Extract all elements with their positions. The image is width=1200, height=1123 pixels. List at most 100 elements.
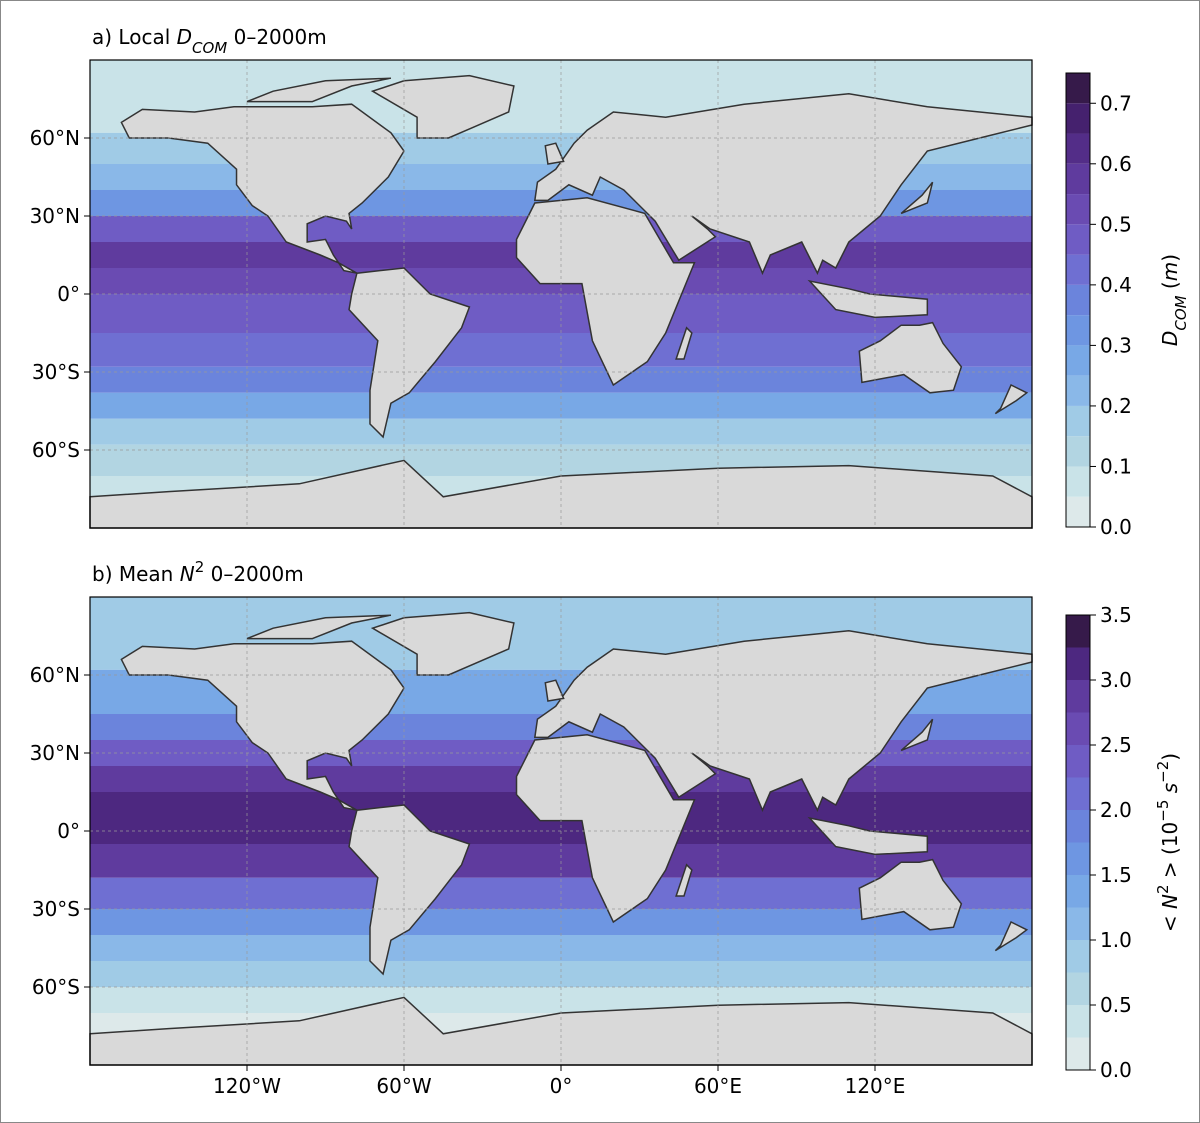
colorbar-level xyxy=(1066,315,1090,346)
colorbar-level xyxy=(1066,940,1090,973)
colorbar-level xyxy=(1066,810,1090,843)
land xyxy=(246,614,392,640)
land xyxy=(515,734,696,924)
y-tick-label: 30°S xyxy=(32,360,80,384)
text-part: COM xyxy=(192,39,227,57)
y-tick-label: 30°N xyxy=(30,741,80,765)
colorbar-level xyxy=(1066,777,1090,810)
land xyxy=(900,181,934,215)
text-part: ) xyxy=(1158,254,1182,262)
land xyxy=(807,279,929,319)
colorbar-level xyxy=(1066,436,1090,467)
land xyxy=(994,920,1029,952)
land xyxy=(544,679,565,702)
panel-title: a) Local DCOM 0–2000m xyxy=(92,25,327,57)
colorbar-tick-label: 0.5 xyxy=(1100,993,1132,1017)
colorbar-frame xyxy=(1065,614,1091,1071)
text-part: 0–2000m xyxy=(204,562,303,586)
text-part: COM xyxy=(1172,295,1190,330)
text-part: s xyxy=(1158,783,1182,793)
land xyxy=(675,326,693,360)
colorbar-level xyxy=(1066,907,1090,940)
land xyxy=(120,640,405,811)
colorbar-tick-label: 1.5 xyxy=(1100,863,1132,887)
colorbar-tick-label: 0.0 xyxy=(1100,515,1132,539)
land xyxy=(994,383,1029,415)
colorbar-level xyxy=(1066,345,1090,376)
land xyxy=(370,74,515,139)
colorbar-tick-label: 0.5 xyxy=(1100,212,1132,236)
map-panel: 60°N 30°N 0° 30°S 60°S a) Local DCOM 0–2000m 0… xyxy=(30,25,1190,539)
land xyxy=(900,718,934,752)
x-tick-label: 60°E xyxy=(694,1074,742,1098)
land xyxy=(858,858,963,931)
colorbar-level xyxy=(1066,680,1090,713)
land xyxy=(246,77,392,103)
text-part: 2 xyxy=(1154,884,1172,894)
colorbar-tick-label: 0.1 xyxy=(1100,454,1132,478)
x-tick-label: 120°E xyxy=(845,1074,906,1098)
text-part: ) xyxy=(1158,753,1182,761)
land xyxy=(533,93,1033,276)
colorbar-level xyxy=(1066,972,1090,1005)
colorbar-label: < N2 > (10−5 s−2) xyxy=(1154,753,1182,932)
colorbar-tick-label: 0.0 xyxy=(1100,1058,1132,1082)
y-tick-label: 0° xyxy=(57,282,80,306)
colorbar-level xyxy=(1066,615,1090,648)
colorbar-tick-label: 0.3 xyxy=(1100,333,1132,357)
text-part: N xyxy=(1158,894,1182,909)
colorbar-level xyxy=(1066,224,1090,255)
text-part: b) Mean xyxy=(92,562,180,586)
colorbar-level xyxy=(1066,647,1090,680)
colorbar-level xyxy=(1066,1005,1090,1038)
colorbar-tick-label: 2.0 xyxy=(1100,798,1132,822)
y-tick-label: 60°N xyxy=(30,126,80,150)
y-tick-label: 30°S xyxy=(32,897,80,921)
y-tick-label: 60°S xyxy=(32,975,80,999)
colorbar-level xyxy=(1066,284,1090,316)
text-part: ( xyxy=(1158,281,1182,295)
text-part: < xyxy=(1158,909,1182,932)
x-tick-label: 0° xyxy=(550,1074,573,1098)
x-tick-label: 120°W xyxy=(213,1074,281,1098)
colorbar-level xyxy=(1066,842,1090,875)
text-part: D xyxy=(177,25,192,49)
colorbar-frame xyxy=(1065,72,1091,528)
text-part: > (10 xyxy=(1158,822,1182,885)
colorbar-level xyxy=(1066,375,1090,406)
colorbar-tick-label: 0.6 xyxy=(1100,152,1132,176)
text-part: D xyxy=(1158,331,1182,346)
colorbar-tick-label: 3.5 xyxy=(1100,603,1132,627)
colorbar-level xyxy=(1066,194,1090,225)
y-tick-label: 0° xyxy=(57,819,80,843)
colorbar-tick-label: 0.7 xyxy=(1100,91,1132,115)
x-tick-label: 60°W xyxy=(376,1074,431,1098)
colorbar-tick-label: 3.0 xyxy=(1100,668,1132,692)
colorbar-tick-label: 0.2 xyxy=(1100,394,1132,418)
panel-title: b) Mean N2 0–2000m xyxy=(92,558,304,586)
text-part: −2 xyxy=(1154,761,1172,783)
colorbar-level xyxy=(1066,1037,1090,1070)
colorbar-level xyxy=(1066,712,1090,745)
colorbar-level xyxy=(1066,254,1090,285)
colorbar-tick-label: 0.4 xyxy=(1100,273,1132,297)
land xyxy=(348,804,471,976)
y-tick-label: 60°S xyxy=(32,438,80,462)
land xyxy=(120,103,405,274)
land xyxy=(515,197,696,387)
land xyxy=(370,611,515,676)
colorbar-level xyxy=(1066,163,1090,195)
colorbar-level xyxy=(1066,133,1090,164)
land xyxy=(807,816,929,856)
colorbar-level xyxy=(1066,405,1090,437)
colorbar-label: DCOM (m) xyxy=(1158,254,1190,346)
text-part: 2 xyxy=(195,558,205,576)
text-part: a) Local xyxy=(92,25,177,49)
land xyxy=(858,321,963,394)
colorbar-level xyxy=(1066,103,1090,134)
colorbar-level xyxy=(1066,745,1090,778)
text-part: −5 xyxy=(1154,800,1172,822)
y-tick-label: 30°N xyxy=(30,204,80,228)
colorbar-level xyxy=(1066,466,1090,497)
